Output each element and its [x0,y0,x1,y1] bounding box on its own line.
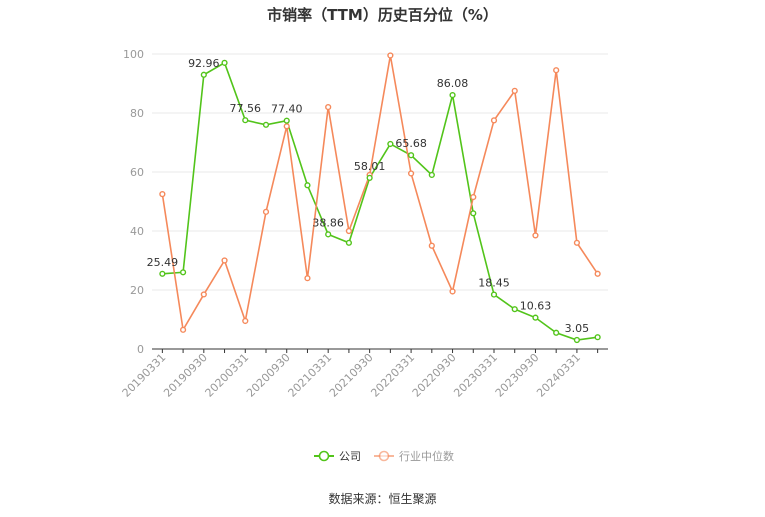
industry-data-point [242,317,249,325]
industry-data-point [179,326,187,333]
legend-label: 行业中位数 [399,449,454,463]
company-data-point [511,306,518,313]
industry-data-point [573,239,581,246]
industry-data-point [262,208,270,215]
legend-marker [378,450,390,462]
industry-data-point [594,270,601,277]
company-data-point [242,117,249,124]
x-tick-label: 20190930 [161,351,210,400]
company-data-label: 86.08 [437,77,469,90]
company-data-label: 38.86 [312,216,344,229]
y-tick-label: 80 [130,107,144,120]
industry-data-point [532,232,539,239]
company-data-point [325,231,332,238]
x-tick-label: 20200930 [244,351,293,400]
company-data-label: 92.96 [188,57,220,70]
company-data-point [490,291,498,298]
industry-data-point [325,103,332,111]
x-tick-label: 20190331 [120,351,169,400]
company-data-point [345,239,353,246]
company-data-point [221,59,228,66]
industry-data-point [345,227,353,235]
x-tick-label: 20210930 [327,351,376,400]
company-data-point [262,121,270,128]
x-tick-label: 20200331 [203,351,252,400]
company-data-point [532,314,539,321]
legend-label: 公司 [339,450,361,463]
industry-data-point [470,193,477,201]
y-tick-label: 60 [130,166,144,179]
x-tick-label: 20230930 [493,351,542,400]
company-data-label: 65.68 [395,137,427,150]
chart-title: 市销率（TTM）历史百分位（%） [267,6,498,24]
company-data-label: 77.40 [271,103,303,116]
x-tick-label: 20230331 [451,351,500,400]
industry-data-point [428,242,435,249]
company-data-label: 3.05 [565,322,590,335]
industry-series-line [161,55,599,333]
industry-data-point [553,67,560,74]
industry-data-point [221,257,228,264]
industry-data-point [449,288,456,295]
company-data-point [387,140,394,148]
company-data-label: 25.49 [147,256,179,269]
company-series-line [162,61,598,341]
y-tick-label: 0 [137,343,144,356]
company-data-label: 77.56 [230,102,262,115]
company-data-point [449,91,456,99]
industry-data-point [490,117,498,124]
y-tick-label: 40 [130,225,144,238]
industry-data-point [283,123,290,130]
y-tick-label: 20 [130,284,144,297]
legend-marker [318,450,330,462]
company-data-label: 18.45 [478,277,510,290]
industry-data-point [304,275,311,282]
company-data-point [428,171,435,179]
company-data-point [407,152,415,159]
x-tick-label: 20220331 [368,351,417,400]
company-data-label: 58.01 [354,160,386,173]
industry-data-point [159,191,166,198]
company-data-point [553,329,560,336]
industry-data-point [511,87,518,94]
y-tick-label: 100 [123,48,144,61]
data-source: 数据来源：恒生聚源 [328,492,437,506]
x-tick-label: 20220930 [410,351,459,400]
industry-data-point [200,291,207,298]
x-tick-label: 20210331 [286,351,335,400]
industry-data-point [387,52,394,59]
company-data-label: 10.63 [520,300,552,313]
company-data-point [594,334,601,341]
company-data-point [200,71,207,78]
company-data-point [366,174,373,181]
company-data-point [159,270,166,277]
company-data-point [304,182,311,189]
x-tick-label: 20240331 [534,351,583,400]
company-data-point [283,117,290,124]
company-data-point [179,269,187,276]
industry-data-point [407,170,415,177]
company-data-point [573,336,581,344]
company-data-point [470,210,477,217]
